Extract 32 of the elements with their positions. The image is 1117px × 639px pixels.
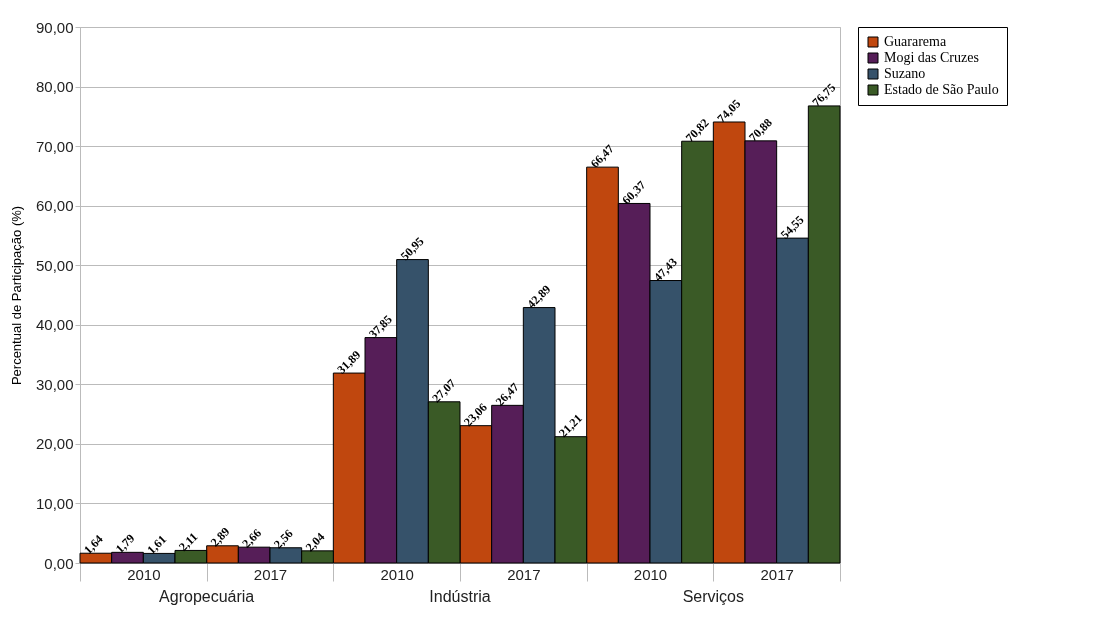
- data-label: 2,89: [207, 524, 233, 550]
- text: Agropecuária: [159, 588, 255, 605]
- data-label: 2,04: [302, 529, 328, 555]
- y-axis-title: Percentual de Participação (%): [8, 205, 24, 386]
- data-label: 1,61: [144, 532, 170, 557]
- x-tick-label: 2017: [760, 565, 794, 583]
- y-tick-label: 90,00: [35, 18, 74, 36]
- y-tick-label: 80,00: [35, 78, 74, 96]
- x-tick-label: 2010: [127, 565, 161, 583]
- x-tick-label: 2010: [633, 565, 668, 583]
- y-tick-label: 70,00: [35, 137, 74, 155]
- data-label: 1,79: [112, 531, 138, 556]
- x-tick-label: 2017: [253, 565, 288, 583]
- legend-label: Estado de São Paulo: [884, 82, 999, 97]
- y-tick-label: 50,00: [35, 256, 74, 274]
- data-label: 1,64: [80, 532, 106, 557]
- text: Serviços: [682, 588, 745, 605]
- legend-label: Guararema: [884, 34, 947, 49]
- text: Indústria: [429, 588, 491, 605]
- legend-label: Suzano: [884, 66, 926, 81]
- y-tick-label: 20,00: [35, 435, 74, 453]
- data-label: 2,11: [175, 529, 201, 554]
- x-tick-label: 2010: [380, 565, 414, 583]
- data-label: 2,66: [239, 525, 265, 551]
- y-tick-label: 60,00: [35, 197, 74, 215]
- data-label: 2,56: [270, 526, 296, 552]
- y-tick-label: 10,00: [35, 494, 74, 512]
- legend-label: Mogi das Cruzes: [884, 50, 979, 65]
- x-tick-label: 2017: [507, 565, 541, 583]
- y-tick-label: 0,00: [44, 554, 74, 572]
- y-tick-label: 30,00: [35, 375, 74, 393]
- y-tick-label: 40,00: [35, 316, 74, 334]
